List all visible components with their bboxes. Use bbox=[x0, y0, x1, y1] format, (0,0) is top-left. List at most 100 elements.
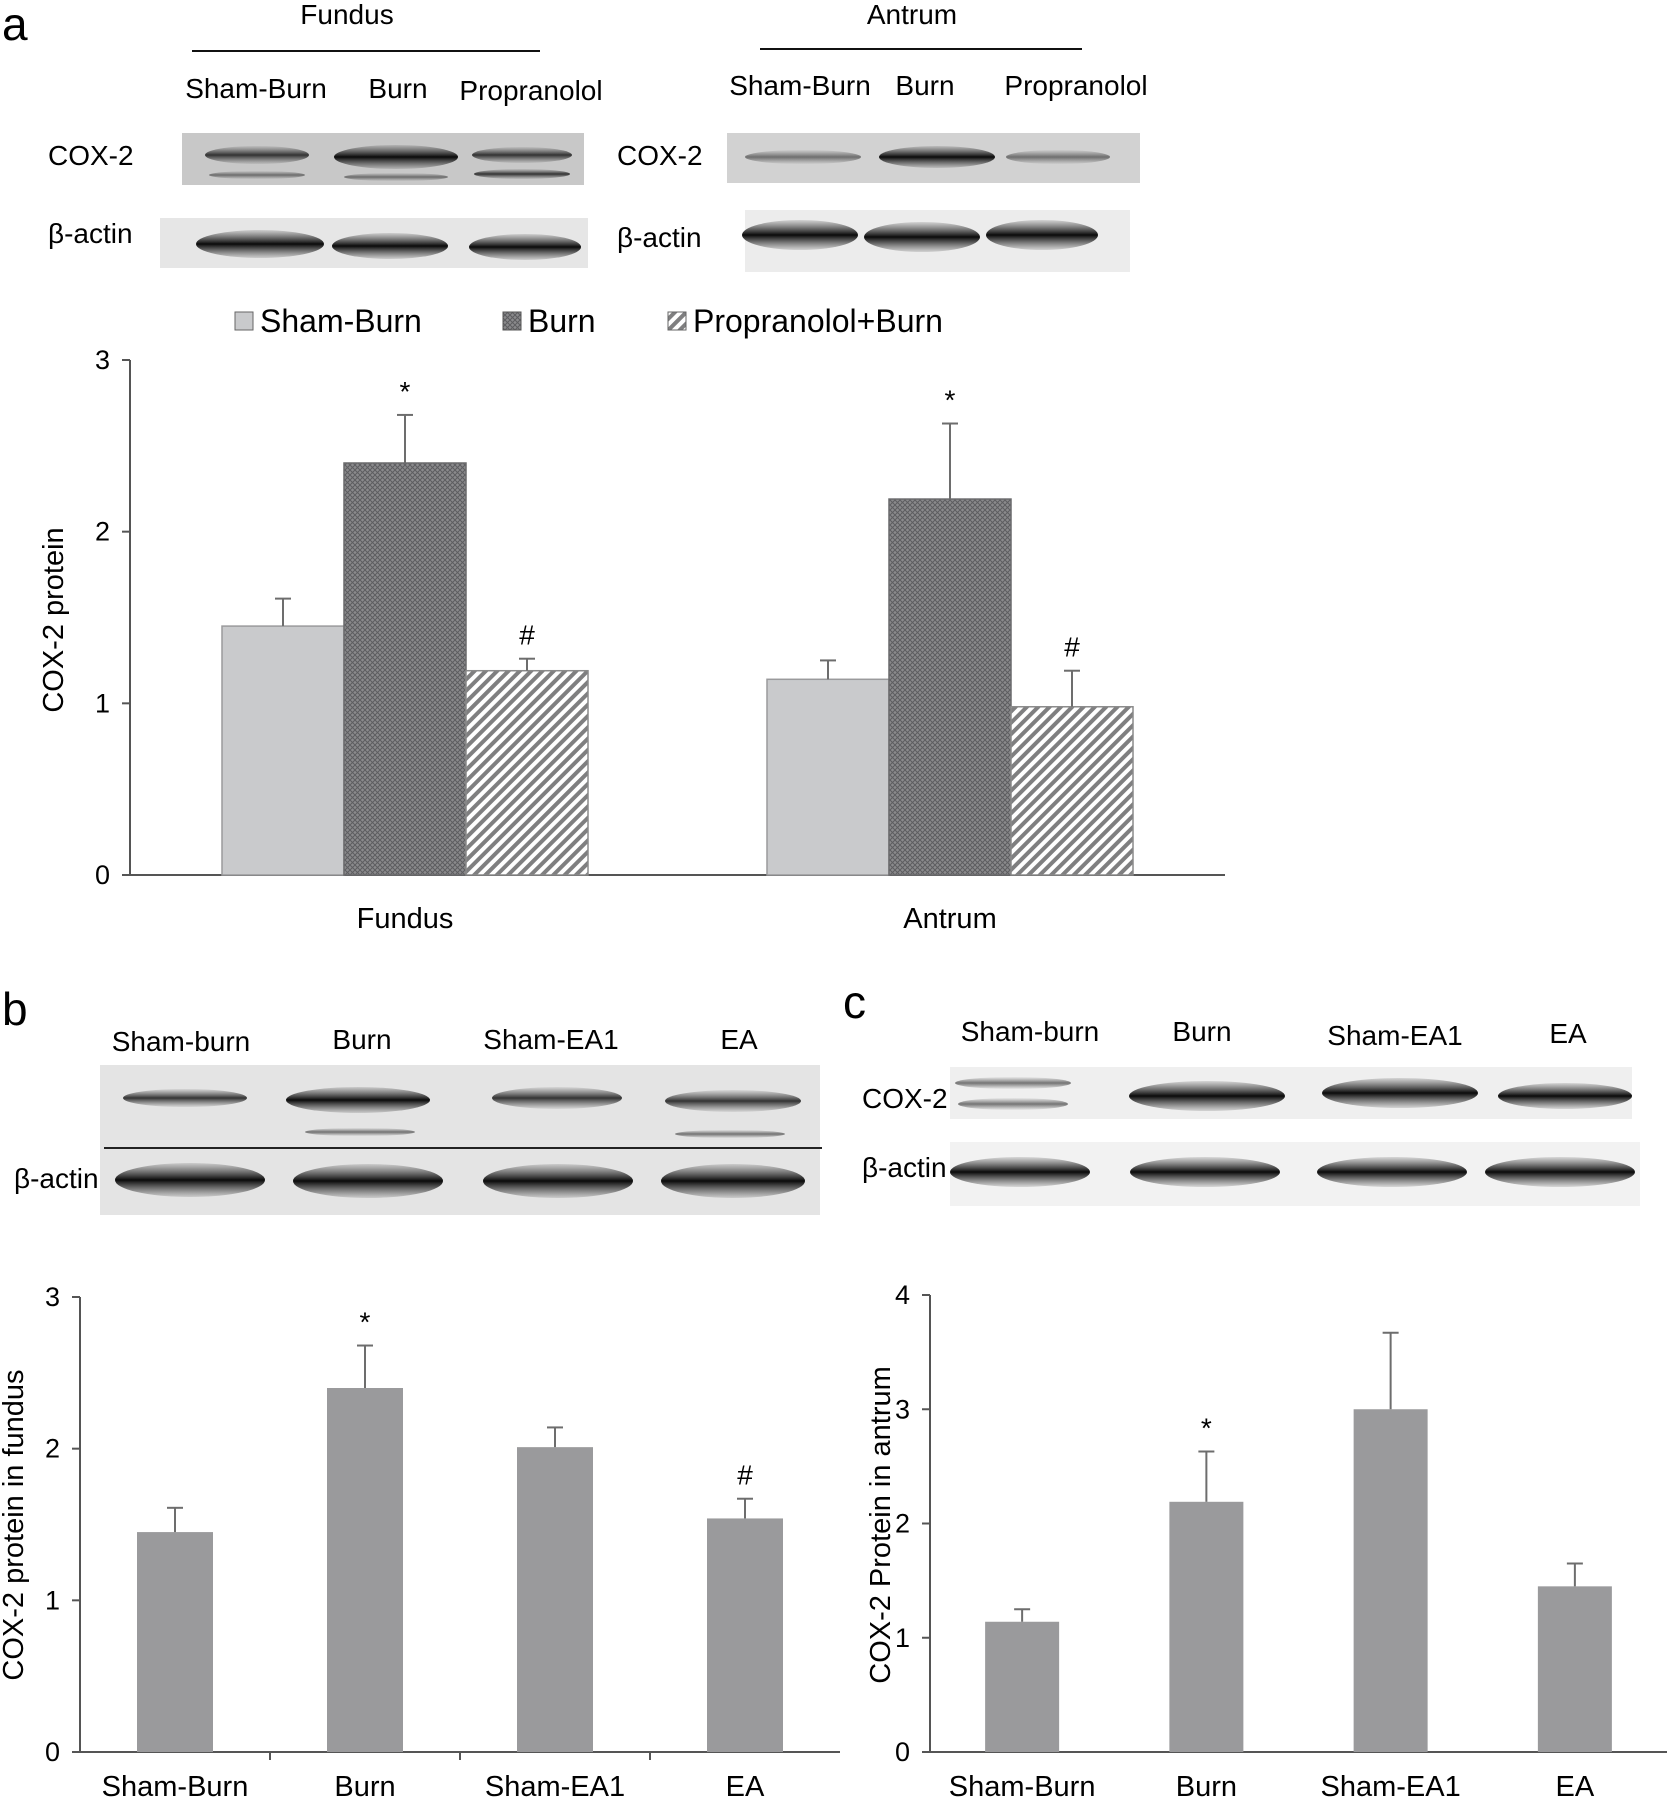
significance-mark: * bbox=[360, 1307, 371, 1338]
blot-c-actin-band bbox=[1130, 1157, 1280, 1187]
bar-burn-fundus bbox=[343, 462, 467, 876]
blot-a-row-label-actin-left: β-actin bbox=[48, 218, 133, 249]
blot-b-cox2-band bbox=[675, 1130, 785, 1138]
blot-a-cox2-band bbox=[334, 145, 458, 169]
x-category-label: Sham-EA1 bbox=[485, 1771, 625, 1800]
blot-a-cox2-band bbox=[745, 150, 861, 164]
legend-swatch-burn bbox=[502, 311, 522, 331]
x-category-label: Sham-EA1 bbox=[1321, 1771, 1461, 1800]
bar-sham-burn bbox=[985, 1621, 1060, 1752]
blot-a-cox2-band bbox=[205, 146, 309, 164]
blot-c-lane-1: Sham-burn bbox=[961, 1016, 1100, 1047]
blot-a-cox2-band bbox=[209, 171, 305, 179]
chart-b-ylabel: COX-2 protein in fundus bbox=[0, 1369, 30, 1680]
bar-sham-ea1 bbox=[1353, 1409, 1428, 1752]
y-tick-label: 3 bbox=[45, 1282, 60, 1312]
bar-sham-burn-antrum bbox=[766, 678, 890, 876]
blot-a-cox2-band bbox=[344, 173, 448, 181]
chart-c: COX-2 Protein in antrum 0 1 2 3 4 Sham-Burn * B… bbox=[865, 1280, 1667, 1800]
legend-label-burn: Burn bbox=[528, 303, 596, 339]
legend-swatch-propranolol-burn bbox=[667, 311, 687, 331]
bar-sham-burn-fundus bbox=[221, 625, 345, 876]
x-category-label: Sham-Burn bbox=[949, 1771, 1096, 1800]
blot-a-cox2-band bbox=[474, 169, 570, 179]
bar-propranolol-burn-fundus bbox=[465, 669, 589, 876]
blot-b-actin-band bbox=[661, 1164, 805, 1198]
x-category-label: EA bbox=[726, 1771, 765, 1800]
x-category-label: Sham-Burn bbox=[102, 1771, 249, 1800]
blot-c-cox2-band bbox=[958, 1098, 1068, 1110]
blot-a-row-label-actin-right: β-actin bbox=[617, 222, 702, 253]
blot-a-lane-left-2: Burn bbox=[368, 73, 427, 104]
y-tick-label: 0 bbox=[45, 1737, 60, 1767]
significance-mark: * bbox=[400, 376, 411, 407]
chart-a-legend: Sham-Burn Burn Propranolol+Burn bbox=[234, 303, 943, 339]
blot-a-lane-right-2: Burn bbox=[895, 70, 954, 101]
significance-mark: # bbox=[737, 1460, 753, 1491]
blot-a-actin-band bbox=[469, 234, 581, 260]
blot-a-actin-band bbox=[742, 220, 858, 250]
blot-a-lane-left-3: Propranolol bbox=[459, 75, 602, 106]
blot-c-cox2-band bbox=[1129, 1081, 1285, 1111]
blot-b-cox2-band bbox=[492, 1087, 622, 1109]
blot-a-actin-band bbox=[196, 230, 324, 258]
blot-b-cox2-band bbox=[665, 1090, 801, 1112]
blot-c-actin-band bbox=[1485, 1157, 1635, 1187]
bar-sham-ea1 bbox=[517, 1447, 593, 1752]
chart-b: COX-2 protein in fundus 0 1 2 3 Sham-Burn * Bu… bbox=[0, 1282, 840, 1800]
blot-b-actin-band bbox=[483, 1164, 633, 1198]
blot-a-row-label-cox2-left: COX-2 bbox=[48, 140, 134, 171]
y-tick-label: 0 bbox=[95, 860, 110, 890]
chart-a-ylabel: COX-2 protein bbox=[38, 527, 70, 712]
blot-c-cox2-band bbox=[1322, 1078, 1478, 1108]
bar-propranolol-burn-antrum bbox=[1010, 706, 1134, 876]
blot-a-cox2-band bbox=[472, 147, 572, 163]
blot-a-lane-right-1: Sham-Burn bbox=[729, 70, 871, 101]
y-tick-label: 0 bbox=[895, 1737, 910, 1767]
x-category-label: EA bbox=[1556, 1771, 1595, 1800]
blot-b-lane-3: Sham-EA1 bbox=[483, 1024, 618, 1055]
significance-mark: # bbox=[1064, 632, 1080, 663]
y-tick-label: 1 bbox=[95, 688, 110, 718]
blot-c-actin-band bbox=[1317, 1157, 1467, 1187]
blot-a-cox2-band bbox=[1006, 150, 1110, 164]
blot-b-actin-band bbox=[293, 1164, 443, 1198]
panel-c-letter: c bbox=[843, 976, 866, 1028]
blot-b-cox2-band bbox=[305, 1128, 415, 1136]
blot-c-lane-4: EA bbox=[1549, 1018, 1587, 1049]
chart-c-ylabel: COX-2 Protein in antrum bbox=[865, 1366, 897, 1684]
blot-c-lane-2: Burn bbox=[1172, 1016, 1231, 1047]
bar-burn-antrum bbox=[888, 498, 1012, 876]
panel-a-letter: a bbox=[2, 0, 28, 50]
blot-b-lane-1: Sham-burn bbox=[112, 1026, 251, 1057]
blot-c-cox2-band bbox=[1498, 1083, 1632, 1109]
y-tick-label: 3 bbox=[95, 345, 110, 375]
blot-c-cox2-band bbox=[955, 1077, 1071, 1089]
blot-a-lane-right-3: Propranolol bbox=[1004, 70, 1147, 101]
blot-a-actin-band bbox=[986, 220, 1098, 250]
panel-c-blots: c Sham-burn Burn Sham-EA1 EA COX-2 β-act… bbox=[843, 976, 1640, 1206]
blot-b-cox2-band bbox=[123, 1089, 247, 1107]
blot-a-actin-band bbox=[332, 233, 448, 259]
legend-label-sham-burn: Sham-Burn bbox=[260, 303, 422, 339]
blot-a-cox2-band bbox=[879, 146, 995, 168]
blot-a-tissue-left: Fundus bbox=[300, 0, 393, 30]
blot-a-lane-left-1: Sham-Burn bbox=[185, 73, 327, 104]
blot-a-row-label-cox2-right: COX-2 bbox=[617, 140, 703, 171]
blot-a-tissue-right: Antrum bbox=[867, 0, 957, 30]
significance-mark: * bbox=[1201, 1413, 1212, 1444]
panel-b-blots: b Sham-burn Burn Sham-EA1 EA β-actin bbox=[2, 983, 822, 1215]
blot-b-cox2-band bbox=[286, 1087, 430, 1113]
bar-ea bbox=[707, 1518, 783, 1752]
blot-c-lane-3: Sham-EA1 bbox=[1327, 1020, 1462, 1051]
blot-c-actin-band bbox=[950, 1157, 1090, 1187]
blot-c-row-label-actin: β-actin bbox=[862, 1152, 947, 1183]
y-tick-label: 2 bbox=[95, 517, 110, 547]
blot-b-lane-2: Burn bbox=[332, 1024, 391, 1055]
blot-c-row-label-cox2: COX-2 bbox=[862, 1083, 948, 1114]
blot-a-actin-band bbox=[864, 222, 980, 252]
bar-burn bbox=[327, 1388, 403, 1752]
chart-a: Sham-Burn Burn Propranolol+Burn COX-2 pr… bbox=[38, 303, 1225, 935]
blot-b-lane-4: EA bbox=[720, 1024, 758, 1055]
